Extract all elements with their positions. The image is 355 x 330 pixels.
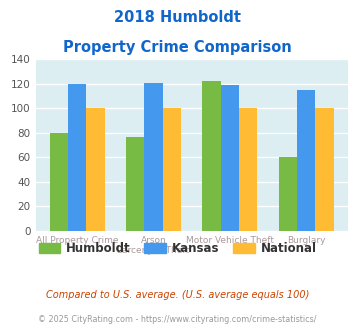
Bar xyxy=(202,82,221,231)
Text: 2018 Humboldt: 2018 Humboldt xyxy=(114,10,241,25)
Bar xyxy=(50,133,68,231)
Legend: Humboldt, Kansas, National: Humboldt, Kansas, National xyxy=(34,237,321,260)
Text: Compared to U.S. average. (U.S. average equals 100): Compared to U.S. average. (U.S. average … xyxy=(46,290,309,300)
Bar xyxy=(126,137,144,231)
Bar xyxy=(86,109,105,231)
Bar xyxy=(297,90,315,231)
Bar xyxy=(144,83,163,231)
Text: © 2025 CityRating.com - https://www.cityrating.com/crime-statistics/: © 2025 CityRating.com - https://www.city… xyxy=(38,315,317,324)
Bar xyxy=(163,109,181,231)
Text: Property Crime Comparison: Property Crime Comparison xyxy=(63,40,292,54)
Bar xyxy=(239,109,257,231)
Bar xyxy=(68,84,86,231)
Bar xyxy=(315,109,334,231)
Bar xyxy=(279,157,297,231)
Bar xyxy=(221,85,239,231)
